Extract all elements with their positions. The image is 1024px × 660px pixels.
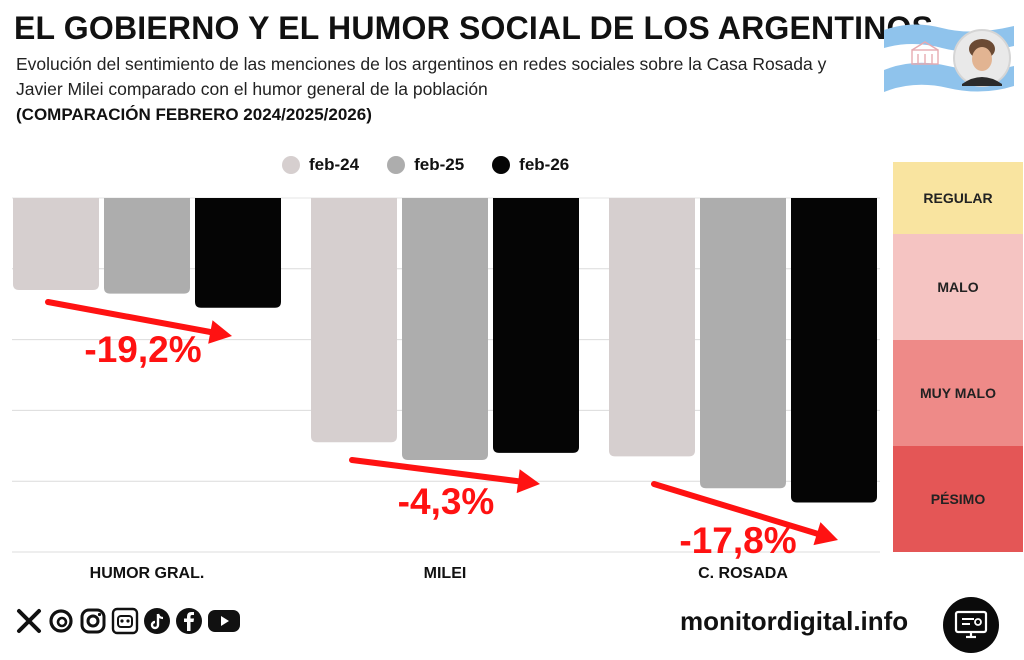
facebook-icon[interactable]	[174, 606, 204, 636]
bar-feb-26-humor-gral	[195, 198, 281, 308]
legend-swatch	[492, 156, 511, 174]
bot-icon[interactable]	[110, 606, 140, 636]
page-title: EL GOBIERNO Y EL HUMOR SOCIAL DE LOS ARG…	[14, 10, 934, 46]
legend-item-feb-26: feb-26	[492, 155, 569, 175]
bar-chart: HUMOR GRAL. -19,2% MILEI -4,3% C. ROSADA -17,…	[12, 197, 880, 582]
category-label: MILEI	[424, 565, 467, 582]
trend-arrow-head	[516, 469, 540, 494]
flag-portrait-badge	[884, 24, 1014, 93]
scale-band-pesimo: PÉSIMO	[893, 446, 1023, 552]
legend-swatch	[282, 156, 300, 174]
bar-feb-24-milei	[311, 198, 397, 443]
change-annotation: -17,8%	[679, 520, 796, 561]
trend-arrow-head	[813, 522, 838, 546]
trend-arrow-shaft	[349, 457, 522, 485]
sentiment-scale: REGULAR MALO MUY MALO PÉSIMO	[893, 162, 1023, 552]
change-annotation: -19,2%	[84, 329, 201, 370]
website-link[interactable]: monitordigital.info	[680, 606, 909, 636]
bar-feb-24-humor-gral	[13, 198, 99, 291]
trend-arrow-shaft	[45, 299, 214, 336]
instagram-icon[interactable]	[78, 606, 108, 636]
category-label: C. ROSADA	[698, 565, 788, 582]
bar-feb-25-c-rosada	[700, 198, 786, 489]
bar-feb-25-milei	[402, 198, 488, 460]
legend-swatch	[387, 156, 406, 174]
legend-label: feb-24	[309, 155, 360, 174]
youtube-icon[interactable]	[206, 606, 242, 636]
casa-rosada-icon	[911, 41, 939, 65]
bar-feb-25-humor-gral	[104, 198, 190, 294]
bar-feb-24-c-rosada	[609, 198, 695, 457]
subtitle: Evolución del sentimiento de las mencion…	[16, 54, 827, 99]
social-icons	[14, 606, 242, 636]
x-icon[interactable]	[14, 606, 44, 636]
scale-band-malo: MALO	[893, 234, 1023, 340]
comparison-note: (COMPARACIÓN FEBRERO 2024/2025/2026)	[16, 105, 372, 124]
monitor-icon	[943, 597, 999, 653]
legend-label: feb-25	[414, 155, 465, 174]
legend-item-feb-25: feb-25	[387, 155, 464, 175]
bar-feb-26-c-rosada	[791, 198, 877, 503]
trend-arrow-head	[208, 320, 232, 344]
legend-item-feb-24: feb-24	[282, 155, 359, 175]
chart-legend: feb-24 feb-25 feb-26	[282, 155, 569, 175]
change-annotation: -4,3%	[398, 481, 495, 522]
legend-label: feb-26	[519, 155, 570, 174]
scale-band-regular: REGULAR	[893, 162, 1023, 234]
category-label: HUMOR GRAL.	[90, 565, 205, 582]
portrait-avatar	[953, 29, 1011, 87]
tiktok-icon[interactable]	[142, 606, 172, 636]
threads-icon[interactable]	[46, 606, 76, 636]
trend-arrow-shaft	[651, 481, 820, 537]
scale-band-muy-malo: MUY MALO	[893, 340, 1023, 446]
bar-feb-26-milei	[493, 198, 579, 453]
